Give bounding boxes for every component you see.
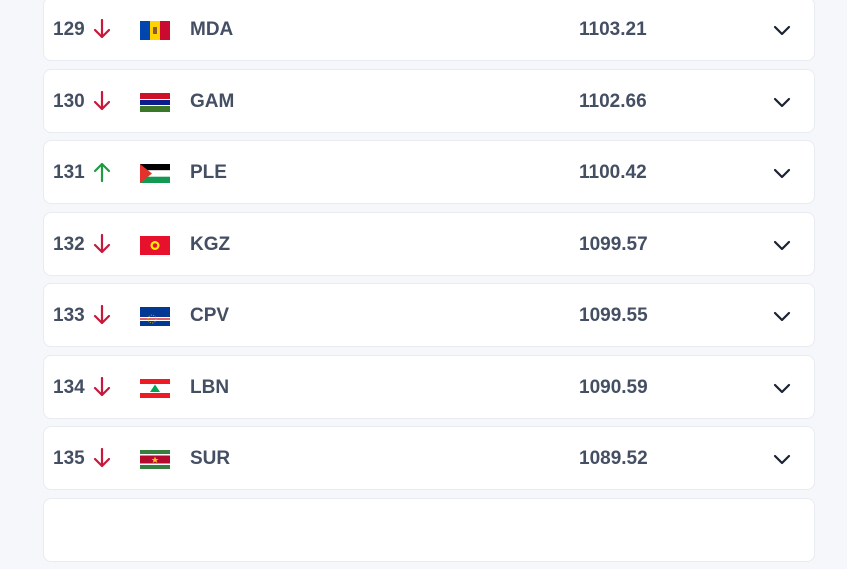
team-code: GAM bbox=[190, 90, 235, 112]
chevron-down-icon[interactable] bbox=[772, 235, 792, 255]
points: 1089.52 bbox=[579, 448, 648, 469]
chevron-down-icon[interactable] bbox=[772, 378, 792, 398]
rank: 134 bbox=[53, 376, 85, 398]
moldova-flag-icon bbox=[140, 21, 170, 40]
trend-down-arrow-icon bbox=[92, 446, 112, 470]
rank: 133 bbox=[53, 305, 85, 326]
trend-down-arrow-icon bbox=[92, 17, 112, 41]
ranking-row[interactable]: 135 SUR 1089.52 bbox=[43, 426, 815, 490]
points: 1103.21 bbox=[579, 19, 647, 40]
points: 1099.55 bbox=[579, 305, 648, 326]
points: 1099.57 bbox=[579, 233, 648, 255]
team-code: MDA bbox=[190, 19, 234, 40]
trend-up-arrow-icon bbox=[92, 160, 112, 184]
chevron-down-icon[interactable] bbox=[772, 306, 792, 326]
chevron-down-icon[interactable] bbox=[772, 20, 792, 40]
points: 1090.59 bbox=[579, 376, 648, 398]
points: 1102.66 bbox=[579, 90, 647, 112]
ranking-row[interactable] bbox=[43, 497, 815, 562]
ranking-row[interactable]: 131 PLE 1100.42 bbox=[43, 140, 815, 204]
ranking-row[interactable]: 134 LBN 1090.59 bbox=[43, 354, 815, 419]
team-code: LBN bbox=[190, 376, 230, 398]
kyrgyzstan-flag-icon bbox=[140, 235, 170, 255]
suriname-flag-icon bbox=[140, 450, 170, 469]
trend-down-arrow-icon bbox=[92, 89, 112, 113]
lebanon-flag-icon bbox=[140, 378, 170, 398]
rank: 135 bbox=[53, 448, 85, 469]
ranking-row[interactable]: 129 MDA 1103.21 bbox=[43, 0, 815, 61]
rank: 129 bbox=[53, 19, 85, 40]
rank: 130 bbox=[53, 90, 85, 112]
team-code: CPV bbox=[190, 305, 230, 326]
palestine-flag-icon bbox=[140, 164, 170, 183]
rank: 132 bbox=[53, 233, 85, 255]
trend-down-arrow-icon bbox=[92, 303, 112, 327]
ranking-row[interactable]: 130 GAM 1102.66 bbox=[43, 68, 815, 133]
trend-down-arrow-icon bbox=[92, 375, 112, 399]
gambia-flag-icon bbox=[140, 92, 170, 112]
ranking-list: 129 MDA 1103.21 130 GAM 1102.66 131 PLE … bbox=[43, 0, 815, 569]
trend-down-arrow-icon bbox=[92, 232, 112, 256]
chevron-down-icon[interactable] bbox=[772, 449, 792, 469]
ranking-row[interactable]: 133 CPV 1099.55 bbox=[43, 283, 815, 347]
points: 1100.42 bbox=[579, 162, 647, 183]
rank: 131 bbox=[53, 162, 85, 183]
chevron-down-icon[interactable] bbox=[772, 92, 792, 112]
ranking-row[interactable]: 132 KGZ 1099.57 bbox=[43, 211, 815, 276]
team-code: SUR bbox=[190, 448, 231, 469]
chevron-down-icon[interactable] bbox=[772, 163, 792, 183]
cape-verde-flag-icon bbox=[140, 307, 170, 326]
team-code: PLE bbox=[190, 162, 227, 183]
team-code: KGZ bbox=[190, 233, 231, 255]
